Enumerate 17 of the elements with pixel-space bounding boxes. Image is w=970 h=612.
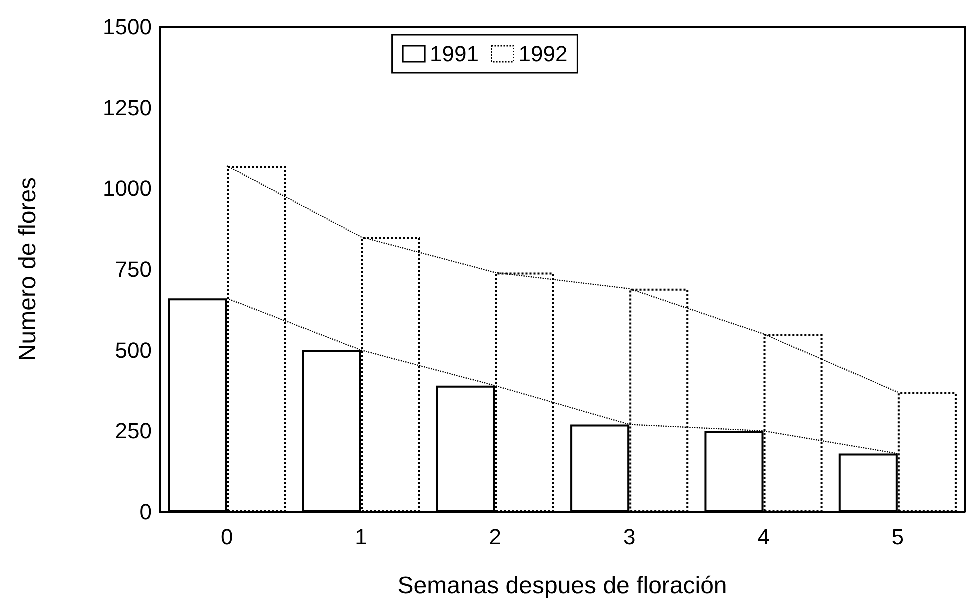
legend-label: 1991 — [430, 42, 480, 66]
y-tick-label: 1250 — [103, 95, 152, 120]
y-axis-title: Numero de flores — [14, 177, 42, 362]
x-tick-label: 1 — [355, 524, 368, 550]
y-tick-label: 250 — [115, 418, 152, 444]
y-tick-label: 0 — [140, 500, 152, 524]
x-tick-label: 2 — [489, 524, 502, 550]
x-tick-label: 4 — [758, 524, 770, 550]
legend-label: 1992 — [518, 42, 568, 66]
x-axis-title: Semanas despues de floración — [398, 572, 728, 600]
x-tick-label: 5 — [892, 524, 904, 550]
y-tick-label: 1000 — [103, 176, 152, 202]
x-tick-label: 3 — [623, 524, 636, 550]
y-tick-label: 1500 — [103, 14, 152, 40]
y-tick-label: 750 — [115, 257, 152, 282]
x-tick-label: 0 — [220, 524, 234, 550]
y-tick-label: 500 — [115, 338, 152, 363]
